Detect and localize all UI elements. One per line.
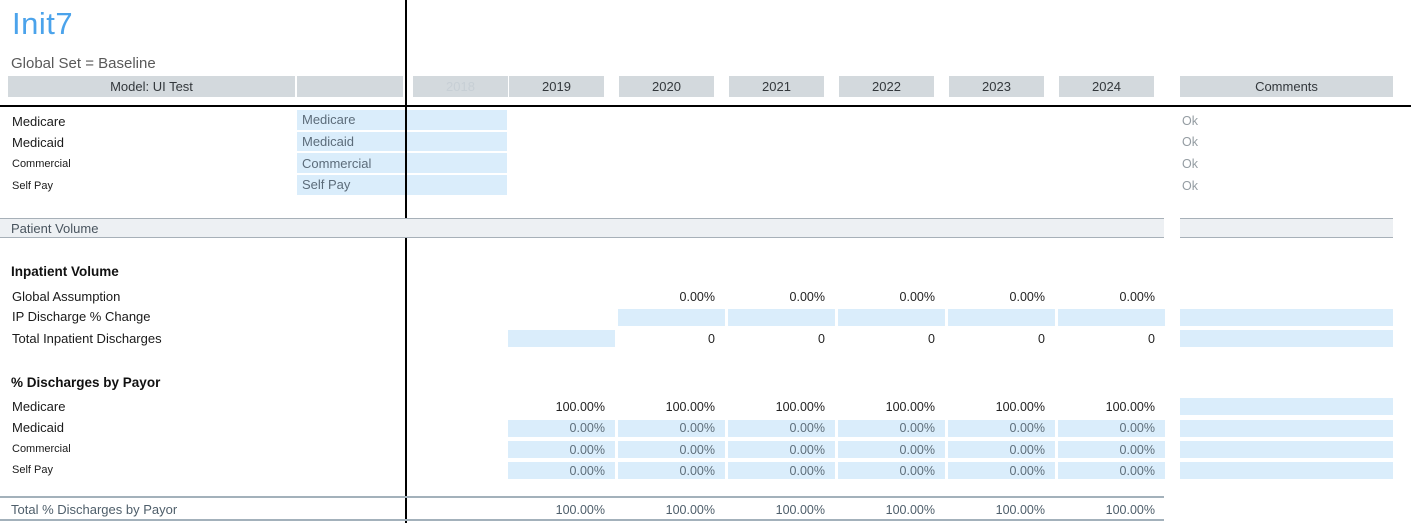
pct-input-cell[interactable]: 0.00% bbox=[508, 419, 615, 437]
payor-row-label: Medicare bbox=[12, 113, 66, 129]
value-cell: 0 bbox=[928, 331, 935, 346]
payor-mapping-secondary-cell[interactable] bbox=[407, 175, 507, 195]
payor-mapping-status: Ok bbox=[1182, 178, 1198, 193]
pct-input-cell[interactable]: 0.00% bbox=[1058, 462, 1165, 479]
comment-input-cell[interactable] bbox=[1180, 419, 1393, 437]
pct-input-cell[interactable]: 0.00% bbox=[948, 441, 1055, 458]
pct-input-cell[interactable]: 0.00% bbox=[838, 441, 945, 458]
pct-value-cell: 100.00% bbox=[665, 399, 715, 414]
total-pct-value-cell: 100.00% bbox=[885, 502, 935, 517]
year-header-2020: 2020 bbox=[619, 76, 714, 97]
pct-input-cell[interactable]: 0.00% bbox=[948, 419, 1055, 437]
year-header-2022: 2022 bbox=[839, 76, 934, 97]
pct-input-cell[interactable]: 0.00% bbox=[728, 419, 835, 437]
pct-value-cell: 100.00% bbox=[1105, 399, 1155, 414]
total-row-top-border bbox=[0, 496, 1164, 498]
pct-input-cell[interactable]: 0.00% bbox=[1058, 441, 1165, 458]
page-title: Init7 bbox=[12, 6, 74, 41]
input-cell[interactable] bbox=[618, 308, 725, 326]
total-pct-value-cell: 100.00% bbox=[555, 502, 605, 517]
value-cell: 0.00% bbox=[899, 289, 935, 304]
value-cell: 0.00% bbox=[789, 289, 825, 304]
model-header-cell: Model: UI Test bbox=[8, 76, 295, 97]
payor-mapping-input[interactable]: Self Pay bbox=[297, 175, 405, 195]
input-cell[interactable] bbox=[1058, 308, 1165, 326]
pct-payor-row-label: Commercial bbox=[12, 443, 71, 455]
year-header-2023: 2023 bbox=[949, 76, 1044, 97]
comment-input-cell[interactable] bbox=[1180, 308, 1393, 326]
patient-volume-section-label: Patient Volume bbox=[11, 220, 99, 236]
prior-year-header-cell: 2018 bbox=[413, 76, 508, 97]
value-cell: 0.00% bbox=[1009, 289, 1045, 304]
input-cell[interactable] bbox=[838, 308, 945, 326]
year-header-2021: 2021 bbox=[729, 76, 824, 97]
value-cell: 0.00% bbox=[1119, 289, 1155, 304]
pct-input-cell[interactable]: 0.00% bbox=[948, 462, 1055, 479]
comments-header-cell: Comments bbox=[1180, 76, 1393, 97]
pct-value-cell: 100.00% bbox=[555, 399, 605, 414]
pct-value-cell: 100.00% bbox=[885, 399, 935, 414]
input-cell[interactable] bbox=[948, 308, 1055, 326]
inpatient-row-label: Total Inpatient Discharges bbox=[12, 330, 162, 346]
comment-input-cell[interactable] bbox=[1180, 462, 1393, 479]
payor-mapping-secondary-cell[interactable] bbox=[407, 131, 507, 152]
payor-mapping-secondary-cell[interactable] bbox=[407, 153, 507, 173]
comment-input-cell[interactable] bbox=[1180, 441, 1393, 458]
total-pct-label: Total % Discharges by Payor bbox=[11, 502, 178, 517]
payor-mapping-status: Ok bbox=[1182, 156, 1198, 171]
payor-row-label: Self Pay bbox=[12, 180, 53, 193]
payor-mapping-input[interactable]: Medicare bbox=[297, 110, 405, 130]
total-row-bottom-border bbox=[0, 519, 1164, 521]
comment-input-cell[interactable] bbox=[1180, 398, 1393, 415]
input-cell[interactable] bbox=[728, 308, 835, 326]
payor-row-label: Medicaid bbox=[12, 135, 65, 151]
patient-volume-section-bar-comments bbox=[1180, 218, 1393, 238]
pct-input-cell[interactable]: 0.00% bbox=[618, 419, 725, 437]
pct-input-cell[interactable]: 0.00% bbox=[508, 462, 615, 479]
pct-payor-row-label: Medicaid bbox=[12, 420, 65, 435]
pct-input-cell[interactable]: 0.00% bbox=[618, 462, 725, 479]
pct-value-cell: 100.00% bbox=[775, 399, 825, 414]
payor-row-label: Commercial bbox=[12, 158, 71, 171]
inpatient-row-label: IP Discharge % Change bbox=[12, 309, 151, 324]
global-set-label: Global Set = Baseline bbox=[11, 55, 156, 72]
total-pct-value-cell: 100.00% bbox=[995, 502, 1045, 517]
payor-mapping-status: Ok bbox=[1182, 135, 1198, 150]
value-cell: 0 bbox=[708, 331, 715, 346]
comment-input-cell[interactable] bbox=[1180, 330, 1393, 347]
input-cell[interactable] bbox=[508, 330, 615, 347]
pct-payor-row-label: Medicare bbox=[12, 398, 66, 414]
year-header-2024: 2024 bbox=[1059, 76, 1154, 97]
inpatient-row-label: Global Assumption bbox=[12, 288, 121, 304]
pct-input-cell[interactable]: 0.00% bbox=[838, 462, 945, 479]
value-cell: 0 bbox=[1148, 331, 1155, 346]
pct-input-cell[interactable]: 0.00% bbox=[838, 419, 945, 437]
header-underline bbox=[0, 105, 1411, 107]
value-cell: 0.00% bbox=[679, 289, 715, 304]
header-spacer-cell bbox=[297, 76, 403, 97]
pct-discharges-heading: % Discharges by Payor bbox=[11, 375, 161, 390]
payor-mapping-input[interactable]: Medicaid bbox=[297, 131, 405, 152]
year-header-2019: 2019 bbox=[509, 76, 604, 97]
payor-mapping-input[interactable]: Commercial bbox=[297, 153, 405, 173]
pct-input-cell[interactable]: 0.00% bbox=[508, 441, 615, 458]
inpatient-volume-heading: Inpatient Volume bbox=[11, 264, 119, 279]
pct-input-cell[interactable]: 0.00% bbox=[728, 462, 835, 479]
payor-mapping-status: Ok bbox=[1182, 113, 1198, 128]
pct-payor-row-label: Self Pay bbox=[12, 464, 53, 476]
payor-mapping-secondary-cell[interactable] bbox=[407, 110, 507, 130]
pct-input-cell[interactable]: 0.00% bbox=[618, 441, 725, 458]
frozen-pane-divider-line bbox=[405, 0, 407, 523]
value-cell: 0 bbox=[1038, 331, 1045, 346]
pct-value-cell: 100.00% bbox=[995, 399, 1045, 414]
total-pct-value-cell: 100.00% bbox=[665, 502, 715, 517]
pct-input-cell[interactable]: 0.00% bbox=[1058, 419, 1165, 437]
value-cell: 0 bbox=[818, 331, 825, 346]
total-pct-value-cell: 100.00% bbox=[775, 502, 825, 517]
total-pct-value-cell: 100.00% bbox=[1105, 502, 1155, 517]
patient-volume-section-bar: Patient Volume bbox=[0, 218, 1164, 238]
pct-input-cell[interactable]: 0.00% bbox=[728, 441, 835, 458]
